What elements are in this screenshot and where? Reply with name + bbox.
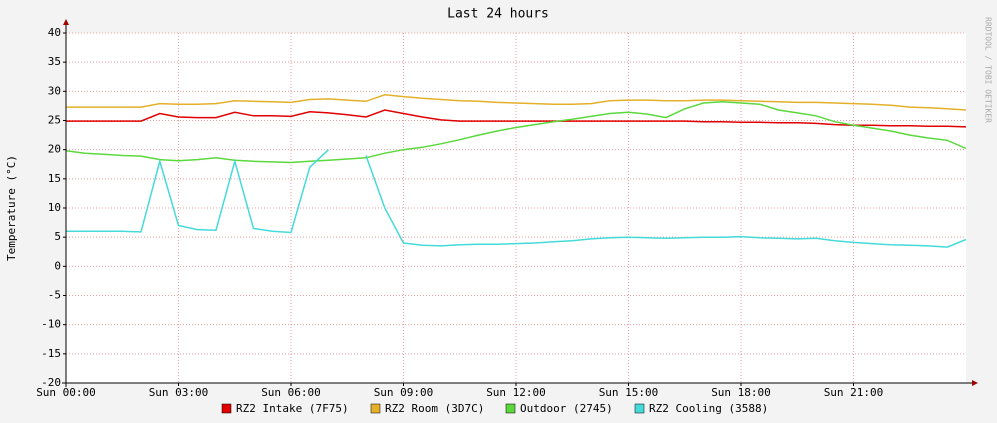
legend-swatch [505,403,516,414]
y-tick-label: 35 [48,55,61,68]
x-tick-label: Sun 03:00 [149,386,209,399]
legend-label: Outdoor (2745) [520,402,613,415]
y-tick-label: 25 [48,114,61,127]
x-tick-label: Sun 18:00 [711,386,771,399]
watermark: RRDTOOL / TOBI OETIKER [984,17,993,123]
legend-swatch [634,403,645,414]
y-axis-label: Temperature (°C) [5,155,18,261]
series-line [65,101,967,164]
legend-swatch [370,403,381,414]
y-tick-label: 5 [54,230,61,243]
y-tick-label: -5 [48,289,61,302]
y-tick-label: -20 [41,376,61,389]
chart-title: Last 24 hours [447,7,549,22]
y-tick-label: 20 [48,143,61,156]
x-tick-label: Sun 21:00 [824,386,884,399]
series-line [66,149,967,248]
x-axis-arrow [972,380,978,386]
x-tick-label: Sun 12:00 [486,386,546,399]
x-tick-label: Sun 15:00 [599,386,659,399]
series-line [66,94,967,111]
y-tick-label: 30 [48,84,61,97]
y-tick-label: -15 [41,347,61,360]
y-tick-label: 0 [54,259,61,272]
legend-label: RZ2 Room (3D7C) [385,402,484,415]
legend-label: RZ2 Cooling (3588) [649,402,768,415]
y-tick-label: 10 [48,201,61,214]
x-tick-label: Sun 00:00 [36,386,96,399]
legend-label: RZ2 Intake (7F75) [236,402,349,415]
y-tick-label: 15 [48,172,61,185]
x-tick-label: Sun 06:00 [261,386,321,399]
y-tick-label: 40 [48,26,61,39]
legend-swatch [221,403,232,414]
series-line [66,109,967,128]
x-tick-label: Sun 09:00 [374,386,434,399]
y-axis-arrow [63,19,69,25]
y-tick-label: -10 [41,318,61,331]
